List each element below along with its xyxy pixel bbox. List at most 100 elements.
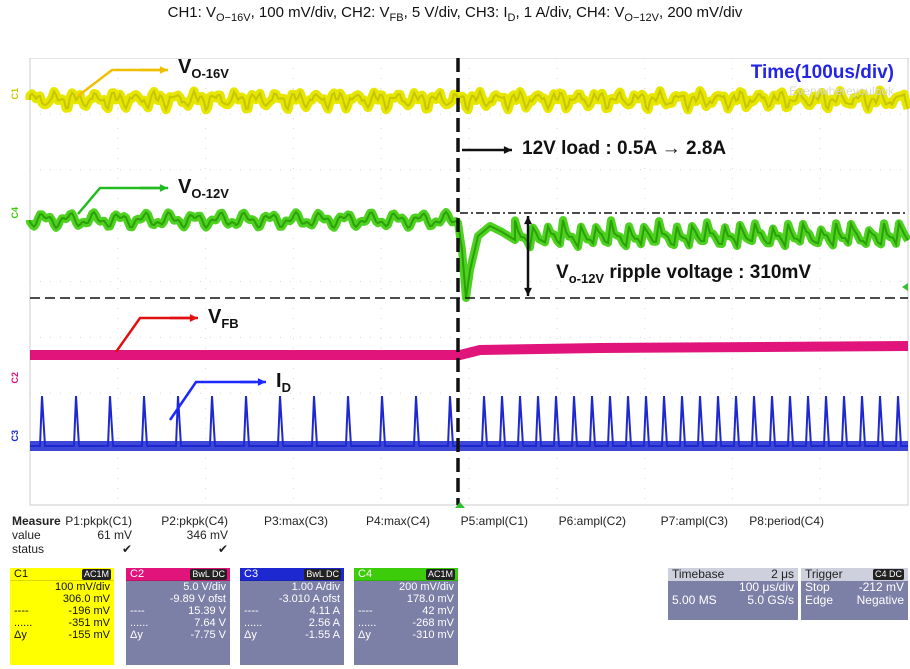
measure-p2-label[interactable]: P2:pkpk(C4) [161,514,228,528]
caption-ch1: CH1: V [167,4,216,21]
channel-delta-y: -7.75 V [190,629,226,641]
time-per-div-label: Time(100us/div) [750,62,894,83]
caption-ch4: CH4: V [576,4,625,21]
channel-offset: 178.0 mV [406,593,454,605]
caption-ch3-sub: D [507,12,516,24]
caption-ch2: CH2: V [341,4,390,21]
pointer-vo12-arrow-head [159,184,168,192]
channel-delta-y: -1.55 A [305,629,340,641]
caption-ch3: CH3: I [465,4,508,21]
channel-cursor2: -351 mV [68,617,110,629]
pointer-id [168,380,256,421]
delta-y-label: Δy [244,629,257,641]
cursor2-label: ...... [244,617,263,629]
measure-p8-label[interactable]: P8:period(C4) [749,514,824,528]
channel-cursor1: -196 mV [68,605,110,617]
delta-y-label: Δy [358,629,371,641]
measure-value-label: value [12,528,41,542]
cursor1-label: ---- [244,605,259,617]
pointer-vo16-arrow-head [159,66,168,74]
measure-p5-label[interactable]: P5:ampl(C1) [460,514,528,528]
label-vo16: VO-16V [178,56,229,81]
pointer-vfb-arrow-head [189,314,198,322]
channel-box-c3[interactable]: C3 BwL DC 1.00 A/div -3.010 A ofst ---- 4.11 … [240,568,344,665]
load-step-arrow-head [503,146,512,154]
caption-ch1-sub: O−16V [216,12,251,24]
channel-coupling-badge: BwL DC [304,569,341,580]
channel-box-c1[interactable]: C1 AC1M 100 mV/div 306.0 mV ---- -196 mV.....… [10,568,114,665]
ripple-arrow-up-head [524,216,532,225]
delta-y-label: Δy [14,629,27,641]
channel-name: C3 [244,568,259,580]
channel-cursor1: 42 mV [422,605,454,617]
caption-ch3-scale: , 1 A/div, [515,4,577,21]
ch4-marker[interactable]: C4 [10,207,20,219]
caption-ch4-scale: , 200 mV/div [658,4,743,21]
label-id: ID [276,370,291,395]
channel-name: C2 [130,568,145,580]
cursor2-label: ...... [14,617,33,629]
channel-scale: 100 mV/div [54,581,110,593]
pointer-id-arrow-head [257,378,266,386]
delta-y-label: Δy [130,629,143,641]
measure-p2-value: 346 mV [186,528,228,542]
trigger-badge: C4 DC [872,569,904,580]
channel-offset: -3.010 A ofst [278,593,340,605]
trace-ch1-core [29,87,909,113]
trace-ch4-core [29,210,909,299]
load-step-label: 12V load : 0.5A → 2.8A [522,138,727,159]
channel-cursor2: 7.64 V [194,617,226,629]
ripple-arrow-down-head [524,287,532,296]
measure-status-label: status [12,542,45,556]
measure-p7-label[interactable]: P7:ampl(C3) [660,514,728,528]
timebase-per-div: 100 μs/div [739,580,794,594]
channel-coupling-badge: AC1M [425,569,455,580]
channel-name: C4 [358,568,373,580]
channel-delta-y: -310 mV [412,629,454,641]
trigger-type: Edge [805,593,834,607]
measure-p1-status: ✔ [121,542,132,556]
trigger-level: -212 mV [858,580,904,594]
ch2-marker[interactable]: C2 [10,372,20,384]
measure-p1-value: 61 mV [97,528,132,542]
caption-ch1-scale: , 100 mV/div, [250,4,342,21]
channel-scale: 200 mV/div [398,581,454,593]
cursor2-label: ...... [130,617,149,629]
timebase-offset: 2 μs [771,567,794,581]
watermark: Everywhereyoulook [789,84,894,98]
channel-box-c4[interactable]: C4 AC1M 200 mV/div 178.0 mV ---- 42 mV...... -… [354,568,458,665]
caption-ch2-scale: , 5 V/div, [403,4,465,21]
timebase-points: 5.00 MS [672,593,717,607]
trigger-panel[interactable]: Trigger C4 DC Stop -212 mV Edge Negative [801,568,908,620]
measure-title: Measure [12,514,61,528]
cursor1-label: ---- [130,605,145,617]
trace-ch2 [30,341,909,360]
measure-p2-status: ✔ [217,542,228,556]
timebase-panel[interactable]: Timebase 2 μs 100 μs/div 5.00 MS 5.0 GS/s [668,568,798,620]
channel-cursor1: 4.11 A [309,605,340,617]
cursor2-label: ...... [358,617,377,629]
timebase-rate: 5.0 GS/s [747,593,794,607]
trigger-slope: Negative [856,593,904,607]
channel-box-c2[interactable]: C2 BwL DC 5.0 V/div -9.89 V ofst ---- 15.39 V… [126,568,230,665]
channel-scale: 5.0 V/div [183,581,226,593]
label-vfb: VFB [208,306,239,331]
measure-p4-label[interactable]: P4:max(C4) [365,514,430,528]
measure-p6-label[interactable]: P6:ampl(C2) [558,514,626,528]
caption-ch2-sub: FB [389,12,404,24]
channel-cursor1: 15.39 V [188,605,226,617]
figure-caption: CH1: VO−16V, 100 mV/div, CH2: VFB, 5 V/d… [0,4,910,24]
trigger-time-marker [455,502,465,508]
label-vo12: VO-12V [178,176,229,201]
measure-p1-label[interactable]: P1:pkpk(C1) [65,514,132,528]
channel-scale: 1.00 A/div [291,581,340,593]
ripple-label: Vo-12V ripple voltage : 310mV [556,262,812,286]
channel-cursor2: 2.56 A [308,617,340,629]
channel-offset: 306.0 mV [62,593,110,605]
measure-p3-label[interactable]: P3:max(C3) [263,514,328,528]
ch3-marker[interactable]: C3 [10,430,20,442]
channel-coupling-badge: AC1M [81,569,111,580]
channel-cursor2: -268 mV [412,617,454,629]
ch1-marker[interactable]: C1 [10,88,20,100]
